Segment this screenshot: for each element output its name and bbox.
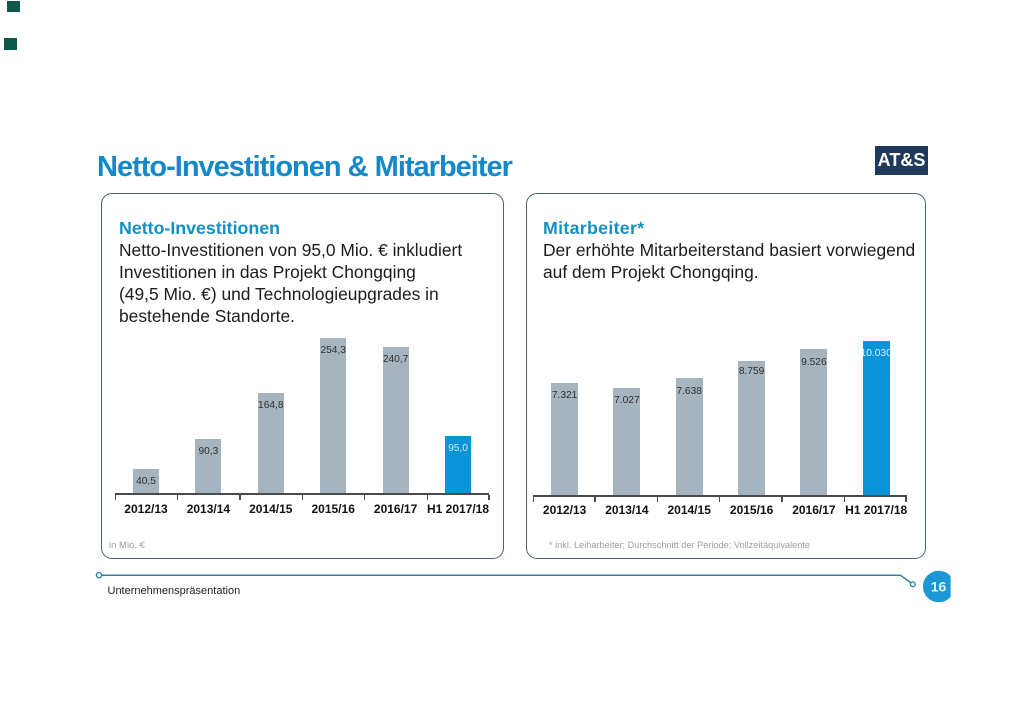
svg-text:16: 16 [931, 579, 947, 595]
